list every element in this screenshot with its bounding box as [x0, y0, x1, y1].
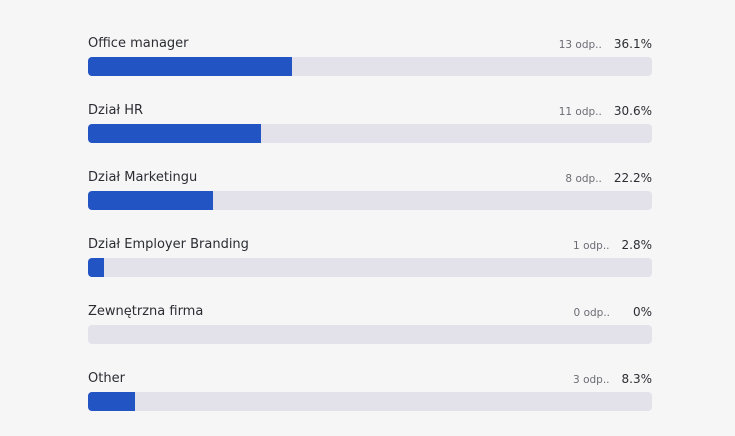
bar-fill: [88, 258, 104, 277]
option-label: Other: [88, 371, 125, 386]
option-stats: 0 odp.. 0%: [574, 303, 652, 322]
bar-track: [88, 392, 652, 411]
response-percent: 30.6%: [613, 104, 652, 118]
bar-track: [88, 124, 652, 143]
bar-track: [88, 325, 652, 344]
result-row-header: Dział Employer Branding 1 odp.. 2.8%: [88, 234, 652, 256]
option-label: Dział Employer Branding: [88, 237, 249, 252]
result-row-header: Dział Marketingu 8 odp.. 22.2%: [88, 167, 652, 189]
response-count: 8 odp..: [565, 173, 602, 185]
response-count: 1 odp..: [573, 240, 610, 252]
bar-fill: [88, 124, 261, 143]
result-row-header: Zewnętrzna firma 0 odp.. 0%: [88, 301, 652, 323]
result-row-office-manager: Office manager 13 odp.. 36.1%: [88, 33, 652, 93]
option-label: Dział Marketingu: [88, 170, 198, 185]
option-stats: 1 odp.. 2.8%: [573, 236, 652, 255]
response-count: 3 odp..: [573, 374, 610, 386]
option-stats: 13 odp.. 36.1%: [559, 35, 652, 54]
response-percent: 0%: [632, 305, 652, 319]
bar-track: [88, 258, 652, 277]
bar-fill: [88, 57, 292, 76]
response-percent: 36.1%: [613, 37, 652, 51]
bar-track: [88, 191, 652, 210]
response-percent: 22.2%: [613, 171, 652, 185]
result-row-header: Dział HR 11 odp.. 30.6%: [88, 100, 652, 122]
result-row-header: Office manager 13 odp.. 36.1%: [88, 33, 652, 55]
response-count: 0 odp..: [573, 307, 610, 319]
bar-fill: [88, 191, 214, 210]
response-count: 11 odp..: [558, 106, 602, 118]
option-label: Office manager: [88, 36, 189, 51]
result-row-dzial-marketingu: Dział Marketingu 8 odp.. 22.2%: [88, 167, 652, 227]
result-row-other: Other 3 odp.. 8.3%: [88, 368, 652, 428]
bar-track: [88, 57, 652, 76]
option-label: Dział HR: [88, 103, 144, 118]
option-stats: 3 odp.. 8.3%: [573, 370, 652, 389]
option-label: Zewnętrzna firma: [88, 304, 204, 319]
result-row-header: Other 3 odp.. 8.3%: [88, 368, 652, 390]
result-row-dzial-hr: Dział HR 11 odp.. 30.6%: [88, 100, 652, 160]
response-percent: 2.8%: [621, 238, 653, 252]
option-stats: 11 odp.. 30.6%: [559, 102, 652, 121]
result-row-dzial-employer-branding: Dział Employer Branding 1 odp.. 2.8%: [88, 234, 652, 294]
response-count: 13 odp..: [558, 39, 602, 51]
response-percent: 8.3%: [621, 372, 653, 386]
option-stats: 8 odp.. 22.2%: [565, 169, 652, 188]
bar-fill: [88, 392, 135, 411]
result-row-zewnetrzna-firma: Zewnętrzna firma 0 odp.. 0%: [88, 301, 652, 361]
